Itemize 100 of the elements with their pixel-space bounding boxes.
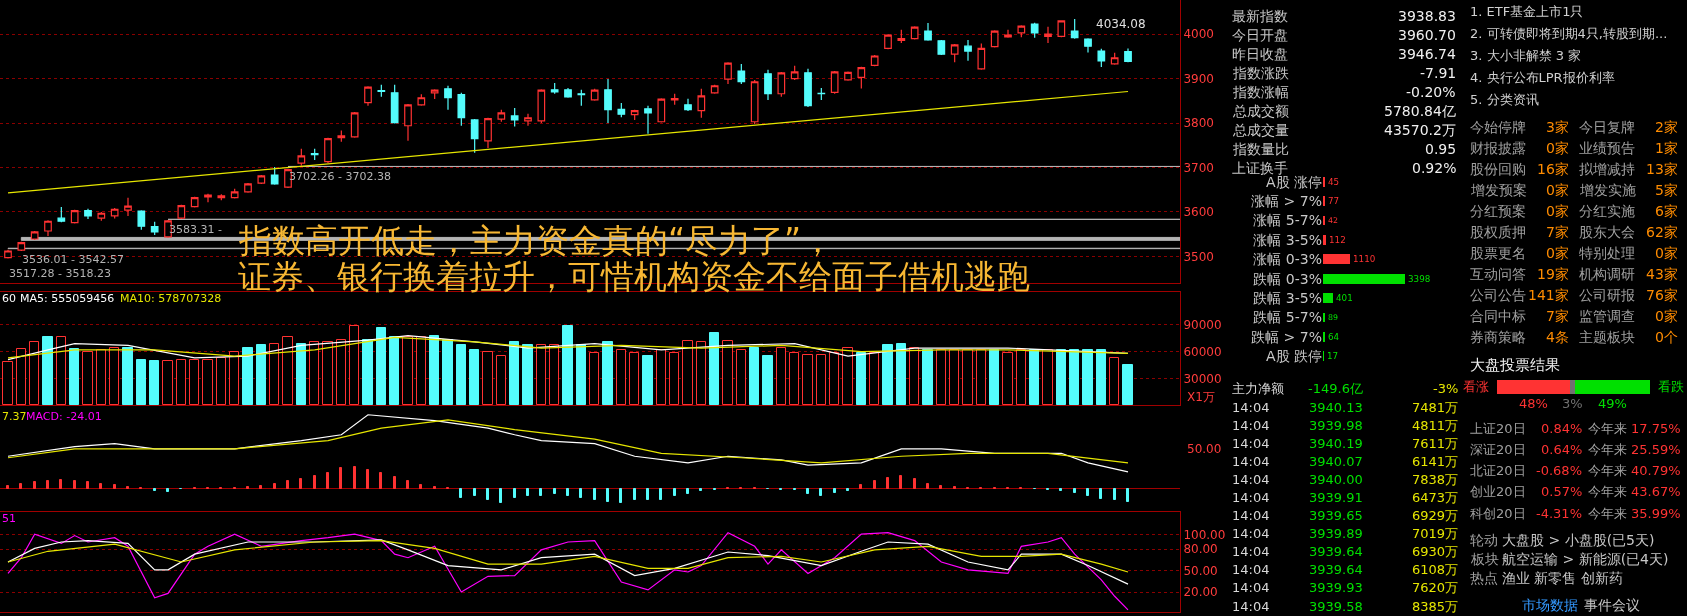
text: 14:04 bbox=[1232, 508, 1270, 523]
candlestick bbox=[884, 33, 892, 50]
text: 市场数据 bbox=[1522, 597, 1578, 613]
candlestick bbox=[670, 93, 679, 106]
text: -4.31% bbox=[1536, 506, 1582, 521]
bar bbox=[722, 340, 733, 405]
candlestick bbox=[17, 241, 26, 252]
bar bbox=[99, 483, 102, 489]
text: 3940.07 bbox=[1309, 454, 1363, 469]
text: 14:04 bbox=[1232, 418, 1270, 433]
text: 3939.91 bbox=[1309, 490, 1363, 505]
bar bbox=[56, 336, 66, 405]
annotation: MACD: -24.01 bbox=[26, 410, 102, 423]
bar bbox=[926, 483, 929, 489]
y-tick-label: 4000 bbox=[1183, 27, 1214, 42]
bar bbox=[1002, 352, 1013, 405]
bar bbox=[166, 488, 169, 492]
text: 业绩预告 bbox=[1579, 140, 1635, 156]
text: 北证20日 bbox=[1470, 463, 1526, 478]
y-tick-label: 60000 bbox=[1183, 344, 1222, 359]
bar bbox=[113, 484, 116, 489]
candlestick bbox=[204, 193, 212, 203]
candlestick bbox=[404, 103, 412, 142]
text: 14:04 bbox=[1232, 562, 1270, 577]
text: 3939.93 bbox=[1309, 580, 1363, 595]
bar bbox=[816, 354, 826, 405]
candlestick bbox=[1124, 47, 1132, 63]
data-label: 3398 bbox=[1408, 274, 1431, 285]
bar bbox=[589, 352, 599, 405]
bar bbox=[909, 347, 919, 405]
text: 总成交额 bbox=[1232, 103, 1289, 119]
text: 股权质押 bbox=[1470, 224, 1526, 240]
bar bbox=[296, 343, 306, 405]
text: 0个 bbox=[1655, 329, 1678, 345]
data-label: 3% bbox=[1562, 396, 1583, 411]
candlestick bbox=[1110, 52, 1119, 66]
candlestick bbox=[684, 98, 692, 112]
bar bbox=[366, 469, 369, 489]
bar bbox=[313, 475, 316, 489]
data-label: 64 bbox=[1328, 332, 1340, 343]
bar bbox=[6, 485, 9, 489]
data-label: 48% bbox=[1519, 396, 1548, 411]
bar bbox=[322, 341, 333, 405]
data-label: 45 bbox=[1328, 177, 1340, 188]
text: 16家 bbox=[1537, 161, 1569, 177]
bar bbox=[949, 349, 959, 405]
candlestick bbox=[417, 93, 426, 107]
bar bbox=[846, 488, 849, 491]
bar bbox=[833, 488, 836, 493]
text: 8385万 bbox=[1412, 599, 1459, 614]
band-label: 3517.28 - 3518.23 bbox=[9, 267, 111, 280]
bar bbox=[1042, 349, 1053, 405]
candlestick bbox=[310, 148, 319, 161]
data-label: 49% bbox=[1598, 396, 1627, 411]
bar bbox=[829, 352, 839, 405]
bar bbox=[869, 352, 879, 405]
candlestick bbox=[364, 85, 372, 107]
candlestick bbox=[657, 97, 666, 124]
data-label: 401 bbox=[1336, 293, 1353, 304]
candlestick bbox=[590, 88, 599, 102]
bar bbox=[562, 325, 573, 405]
bar bbox=[456, 344, 466, 405]
bar bbox=[29, 341, 39, 405]
bar bbox=[269, 343, 279, 405]
text: 股东大会 bbox=[1579, 224, 1635, 240]
bar bbox=[339, 467, 342, 489]
bar bbox=[646, 488, 649, 500]
bar bbox=[442, 339, 453, 405]
bar bbox=[593, 488, 596, 500]
bar bbox=[882, 344, 893, 405]
bar bbox=[776, 347, 786, 405]
bar bbox=[989, 349, 999, 405]
candlestick bbox=[604, 78, 612, 124]
y-tick-label: 30000 bbox=[1183, 371, 1222, 386]
text: 13家 bbox=[1646, 161, 1678, 177]
bar bbox=[86, 481, 89, 489]
text: 14:04 bbox=[1232, 490, 1270, 505]
bar bbox=[553, 488, 556, 494]
y-tick-label: A股 涨停 bbox=[1265, 173, 1322, 190]
text: 43.67% bbox=[1631, 484, 1681, 499]
text: 6929万 bbox=[1412, 508, 1459, 523]
text: 指数涨幅 bbox=[1232, 84, 1289, 100]
text: 拟增减持 bbox=[1579, 161, 1635, 177]
candlestick bbox=[910, 25, 919, 41]
annotation: 51 bbox=[2, 512, 16, 525]
bar bbox=[1056, 349, 1066, 405]
candlestick bbox=[124, 197, 132, 217]
bar bbox=[482, 351, 493, 405]
text: 分红预案 bbox=[1470, 203, 1526, 219]
candlestick bbox=[110, 207, 119, 220]
text: 3960.70 bbox=[1398, 27, 1456, 43]
candlestick bbox=[990, 29, 999, 49]
bar bbox=[802, 354, 813, 405]
candlestick bbox=[137, 209, 146, 231]
bar bbox=[762, 355, 773, 405]
text: 监管调查 bbox=[1579, 308, 1635, 324]
bar bbox=[406, 480, 409, 489]
text: 6930万 bbox=[1412, 544, 1459, 559]
bar bbox=[1099, 488, 1102, 499]
y-tick-label: 50.00 bbox=[1183, 563, 1218, 578]
